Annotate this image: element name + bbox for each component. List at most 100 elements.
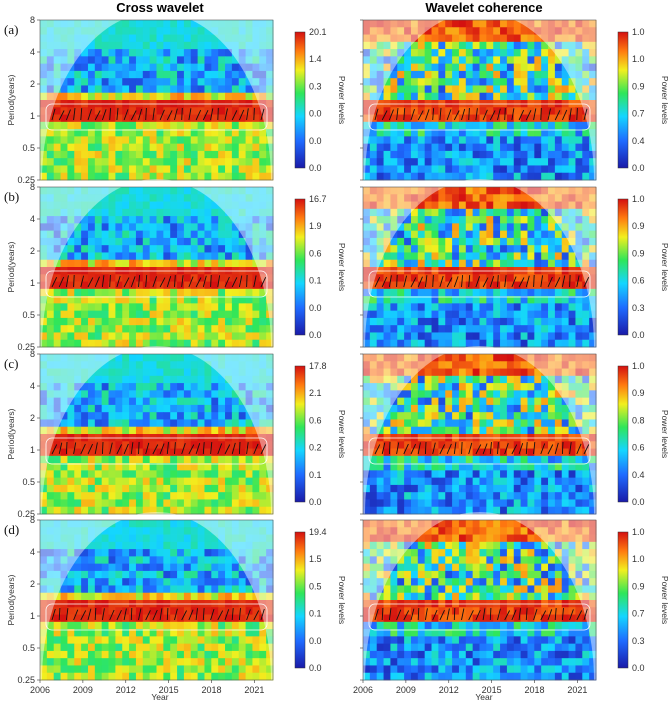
heat-cell bbox=[61, 85, 68, 93]
heat-cell bbox=[521, 325, 528, 333]
heat-cell bbox=[74, 64, 81, 72]
heat-cell bbox=[500, 485, 507, 493]
heat-cell bbox=[88, 340, 95, 348]
heat-cell bbox=[122, 549, 129, 557]
heat-cell bbox=[102, 93, 109, 101]
heat-cell bbox=[88, 412, 95, 420]
heat-cell bbox=[438, 419, 445, 427]
heat-cell bbox=[500, 42, 507, 50]
heat-cell bbox=[390, 78, 397, 86]
heat-cell bbox=[198, 238, 205, 246]
heat-cell bbox=[204, 398, 211, 406]
heat-cell bbox=[129, 449, 136, 457]
heat-cell bbox=[252, 318, 259, 326]
heat-cell bbox=[486, 427, 493, 435]
heat-cell bbox=[150, 303, 157, 311]
heat-cell bbox=[377, 499, 384, 507]
heat-cell bbox=[555, 492, 562, 500]
heat-cell bbox=[67, 427, 74, 435]
panel-2-cross: 84210.50.25Period(years)(b)16.71.90.60.1… bbox=[4, 179, 347, 352]
colorbar-label: Power levels bbox=[660, 243, 669, 291]
heat-cell bbox=[569, 311, 576, 319]
heat-cell bbox=[95, 507, 102, 515]
heat-cell bbox=[411, 85, 418, 93]
heat-cell bbox=[575, 144, 582, 152]
heat-cell bbox=[507, 187, 514, 195]
heat-cell bbox=[486, 383, 493, 391]
heat-cell bbox=[177, 165, 184, 173]
heat-cell bbox=[252, 151, 259, 159]
heat-cell bbox=[198, 260, 205, 268]
heat-cell bbox=[514, 71, 521, 79]
heat-cell bbox=[493, 49, 500, 57]
heat-cell bbox=[136, 369, 143, 377]
heat-cell bbox=[163, 173, 170, 181]
heat-cell bbox=[432, 412, 439, 420]
heat-cell bbox=[211, 289, 218, 297]
heat-cell bbox=[411, 64, 418, 72]
heat-cell bbox=[390, 85, 397, 93]
heat-cell bbox=[136, 209, 143, 217]
heat-cell bbox=[211, 549, 218, 557]
heat-cell bbox=[74, 492, 81, 500]
heat-cell bbox=[129, 535, 136, 543]
heat-cell bbox=[438, 282, 445, 290]
heat-cell bbox=[122, 260, 129, 268]
heat-cell bbox=[184, 260, 191, 268]
heat-cell bbox=[177, 354, 184, 362]
heat-cell bbox=[459, 492, 466, 500]
heat-cell bbox=[177, 122, 184, 130]
heat-cell bbox=[390, 325, 397, 333]
heat-cell bbox=[480, 485, 487, 493]
heat-cell bbox=[67, 325, 74, 333]
heat-cell bbox=[246, 470, 253, 478]
heat-cell bbox=[143, 383, 150, 391]
heat-cell bbox=[163, 390, 170, 398]
heat-cell bbox=[521, 470, 528, 478]
heat-cell bbox=[500, 194, 507, 202]
heat-cell bbox=[184, 151, 191, 159]
heat-cell bbox=[370, 499, 377, 507]
heat-cell bbox=[404, 78, 411, 86]
heat-cell bbox=[225, 340, 232, 348]
heat-cell bbox=[136, 151, 143, 159]
heat-cell bbox=[390, 311, 397, 319]
heat-cell bbox=[88, 136, 95, 144]
heat-cell bbox=[466, 93, 473, 101]
heat-cell bbox=[109, 144, 116, 152]
heat-cell bbox=[562, 311, 569, 319]
heat-cell bbox=[163, 216, 170, 224]
heat-cell bbox=[191, 492, 198, 500]
heat-cell bbox=[170, 282, 177, 290]
heat-cell bbox=[88, 245, 95, 253]
heat-cell bbox=[575, 107, 582, 115]
heat-cell bbox=[170, 64, 177, 72]
heat-cell bbox=[191, 245, 198, 253]
heat-cell bbox=[370, 158, 377, 166]
heat-cell bbox=[507, 412, 514, 420]
panel-3-cross: 84210.50.25Period(years)(c)17.82.10.60.2… bbox=[4, 346, 347, 519]
heat-cell bbox=[438, 93, 445, 101]
heat-cell bbox=[562, 325, 569, 333]
heat-cell bbox=[252, 282, 259, 290]
heat-cell bbox=[157, 556, 164, 564]
heat-cell bbox=[473, 260, 480, 268]
heat-cell bbox=[507, 361, 514, 369]
heat-cell bbox=[61, 252, 68, 260]
heat-cell bbox=[143, 136, 150, 144]
heat-cell bbox=[218, 398, 225, 406]
heat-cell bbox=[129, 485, 136, 493]
heat-cell bbox=[211, 398, 218, 406]
heat-cell bbox=[534, 49, 541, 57]
heat-cell bbox=[480, 144, 487, 152]
heat-cell bbox=[232, 238, 239, 246]
heat-cell bbox=[562, 78, 569, 86]
heat-cell bbox=[218, 144, 225, 152]
heat-cell bbox=[239, 303, 246, 311]
heat-cell bbox=[493, 260, 500, 268]
heat-cell bbox=[397, 412, 404, 420]
heat-cell bbox=[177, 441, 184, 449]
heat-cell bbox=[259, 507, 266, 515]
heat-cell bbox=[232, 71, 239, 79]
heat-cell bbox=[177, 289, 184, 297]
